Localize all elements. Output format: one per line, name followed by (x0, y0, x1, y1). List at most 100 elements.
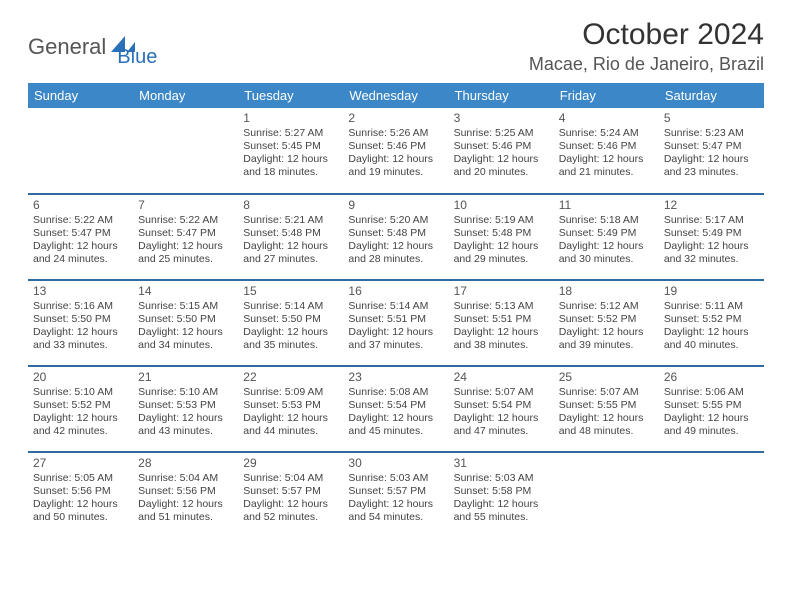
daylight-line: Daylight: 12 hours and 19 minutes. (348, 153, 443, 179)
sunrise-line: Sunrise: 5:03 AM (454, 472, 549, 485)
day-header: Thursday (449, 83, 554, 108)
sunset-line: Sunset: 5:47 PM (138, 227, 233, 240)
sunset-line: Sunset: 5:57 PM (243, 485, 338, 498)
sunrise-line: Sunrise: 5:14 AM (348, 300, 443, 313)
brand-logo: General Blue (28, 18, 157, 69)
calendar-day-cell (133, 108, 238, 194)
sunrise-line: Sunrise: 5:07 AM (454, 386, 549, 399)
sunrise-line: Sunrise: 5:27 AM (243, 127, 338, 140)
calendar-day-cell: 8Sunrise: 5:21 AMSunset: 5:48 PMDaylight… (238, 194, 343, 280)
calendar-day-cell: 10Sunrise: 5:19 AMSunset: 5:48 PMDayligh… (449, 194, 554, 280)
calendar-week-row: 13Sunrise: 5:16 AMSunset: 5:50 PMDayligh… (28, 280, 764, 366)
day-number: 19 (664, 284, 759, 299)
sunset-line: Sunset: 5:58 PM (454, 485, 549, 498)
sunset-line: Sunset: 5:48 PM (243, 227, 338, 240)
day-header: Friday (554, 83, 659, 108)
calendar-day-cell: 4Sunrise: 5:24 AMSunset: 5:46 PMDaylight… (554, 108, 659, 194)
sunrise-line: Sunrise: 5:10 AM (138, 386, 233, 399)
sunrise-line: Sunrise: 5:23 AM (664, 127, 759, 140)
sunrise-line: Sunrise: 5:22 AM (33, 214, 128, 227)
sunrise-line: Sunrise: 5:25 AM (454, 127, 549, 140)
sunrise-line: Sunrise: 5:16 AM (33, 300, 128, 313)
day-number: 27 (33, 456, 128, 471)
calendar-day-cell: 27Sunrise: 5:05 AMSunset: 5:56 PMDayligh… (28, 452, 133, 538)
sunrise-line: Sunrise: 5:03 AM (348, 472, 443, 485)
daylight-line: Daylight: 12 hours and 25 minutes. (138, 240, 233, 266)
calendar-day-cell: 29Sunrise: 5:04 AMSunset: 5:57 PMDayligh… (238, 452, 343, 538)
daylight-line: Daylight: 12 hours and 44 minutes. (243, 412, 338, 438)
daylight-line: Daylight: 12 hours and 47 minutes. (454, 412, 549, 438)
calendar-day-cell: 5Sunrise: 5:23 AMSunset: 5:47 PMDaylight… (659, 108, 764, 194)
sunrise-line: Sunrise: 5:12 AM (559, 300, 654, 313)
daylight-line: Daylight: 12 hours and 48 minutes. (559, 412, 654, 438)
daylight-line: Daylight: 12 hours and 43 minutes. (138, 412, 233, 438)
sunset-line: Sunset: 5:55 PM (664, 399, 759, 412)
sunrise-line: Sunrise: 5:14 AM (243, 300, 338, 313)
sunset-line: Sunset: 5:57 PM (348, 485, 443, 498)
calendar-day-cell: 1Sunrise: 5:27 AMSunset: 5:45 PMDaylight… (238, 108, 343, 194)
title-block: October 2024 Macae, Rio de Janeiro, Braz… (529, 18, 764, 75)
sunset-line: Sunset: 5:50 PM (243, 313, 338, 326)
sunset-line: Sunset: 5:52 PM (664, 313, 759, 326)
day-number: 4 (559, 111, 654, 126)
daylight-line: Daylight: 12 hours and 42 minutes. (33, 412, 128, 438)
daylight-line: Daylight: 12 hours and 30 minutes. (559, 240, 654, 266)
sunset-line: Sunset: 5:54 PM (454, 399, 549, 412)
day-number: 18 (559, 284, 654, 299)
calendar-day-cell: 13Sunrise: 5:16 AMSunset: 5:50 PMDayligh… (28, 280, 133, 366)
day-header: Monday (133, 83, 238, 108)
daylight-line: Daylight: 12 hours and 49 minutes. (664, 412, 759, 438)
sunset-line: Sunset: 5:50 PM (138, 313, 233, 326)
day-number: 31 (454, 456, 549, 471)
sunrise-line: Sunrise: 5:13 AM (454, 300, 549, 313)
sunrise-line: Sunrise: 5:04 AM (138, 472, 233, 485)
calendar-page: General Blue October 2024 Macae, Rio de … (0, 0, 792, 548)
calendar-day-cell: 22Sunrise: 5:09 AMSunset: 5:53 PMDayligh… (238, 366, 343, 452)
calendar-day-cell: 30Sunrise: 5:03 AMSunset: 5:57 PMDayligh… (343, 452, 448, 538)
sunrise-line: Sunrise: 5:10 AM (33, 386, 128, 399)
calendar-day-cell: 6Sunrise: 5:22 AMSunset: 5:47 PMDaylight… (28, 194, 133, 280)
daylight-line: Daylight: 12 hours and 23 minutes. (664, 153, 759, 179)
day-number: 20 (33, 370, 128, 385)
day-number: 5 (664, 111, 759, 126)
calendar-day-cell: 19Sunrise: 5:11 AMSunset: 5:52 PMDayligh… (659, 280, 764, 366)
sunset-line: Sunset: 5:55 PM (559, 399, 654, 412)
daylight-line: Daylight: 12 hours and 50 minutes. (33, 498, 128, 524)
page-header: General Blue October 2024 Macae, Rio de … (28, 18, 764, 75)
day-header: Wednesday (343, 83, 448, 108)
daylight-line: Daylight: 12 hours and 40 minutes. (664, 326, 759, 352)
calendar-day-cell: 3Sunrise: 5:25 AMSunset: 5:46 PMDaylight… (449, 108, 554, 194)
calendar-day-cell: 18Sunrise: 5:12 AMSunset: 5:52 PMDayligh… (554, 280, 659, 366)
day-header: Sunday (28, 83, 133, 108)
sunset-line: Sunset: 5:56 PM (33, 485, 128, 498)
sunset-line: Sunset: 5:49 PM (559, 227, 654, 240)
day-number: 8 (243, 198, 338, 213)
sunset-line: Sunset: 5:47 PM (33, 227, 128, 240)
calendar-day-cell: 14Sunrise: 5:15 AMSunset: 5:50 PMDayligh… (133, 280, 238, 366)
calendar-day-cell: 9Sunrise: 5:20 AMSunset: 5:48 PMDaylight… (343, 194, 448, 280)
day-number: 25 (559, 370, 654, 385)
day-number: 22 (243, 370, 338, 385)
day-number: 24 (454, 370, 549, 385)
day-number: 6 (33, 198, 128, 213)
day-number: 3 (454, 111, 549, 126)
sunset-line: Sunset: 5:47 PM (664, 140, 759, 153)
calendar-day-cell: 23Sunrise: 5:08 AMSunset: 5:54 PMDayligh… (343, 366, 448, 452)
daylight-line: Daylight: 12 hours and 35 minutes. (243, 326, 338, 352)
calendar-day-cell (659, 452, 764, 538)
sunset-line: Sunset: 5:51 PM (348, 313, 443, 326)
calendar-day-cell (554, 452, 659, 538)
sunrise-line: Sunrise: 5:26 AM (348, 127, 443, 140)
day-number: 21 (138, 370, 233, 385)
calendar-day-cell: 2Sunrise: 5:26 AMSunset: 5:46 PMDaylight… (343, 108, 448, 194)
daylight-line: Daylight: 12 hours and 28 minutes. (348, 240, 443, 266)
calendar-day-cell: 26Sunrise: 5:06 AMSunset: 5:55 PMDayligh… (659, 366, 764, 452)
daylight-line: Daylight: 12 hours and 18 minutes. (243, 153, 338, 179)
sunset-line: Sunset: 5:50 PM (33, 313, 128, 326)
day-number: 12 (664, 198, 759, 213)
day-number: 9 (348, 198, 443, 213)
daylight-line: Daylight: 12 hours and 32 minutes. (664, 240, 759, 266)
calendar-day-cell (28, 108, 133, 194)
sunrise-line: Sunrise: 5:22 AM (138, 214, 233, 227)
daylight-line: Daylight: 12 hours and 54 minutes. (348, 498, 443, 524)
